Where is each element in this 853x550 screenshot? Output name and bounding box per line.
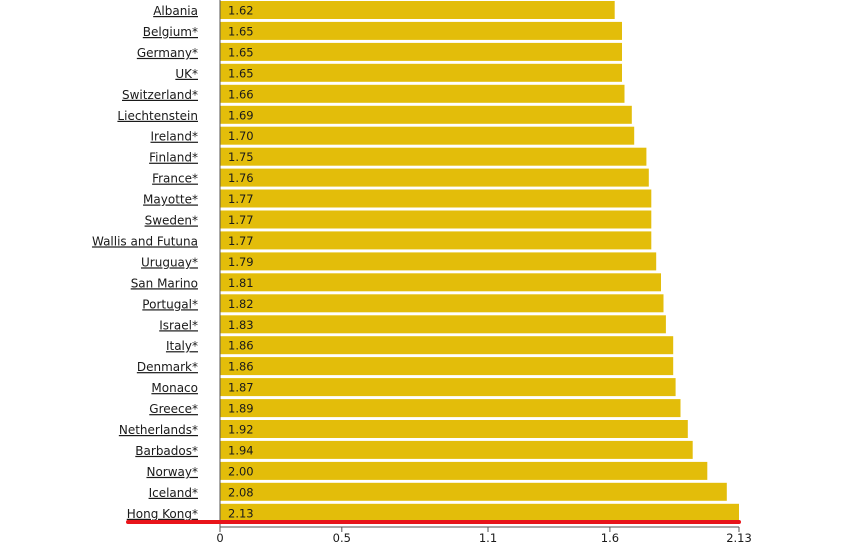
- x-tick-label: 2.13: [726, 531, 752, 545]
- bar: [220, 42, 622, 61]
- bar: [220, 231, 652, 250]
- category-labels: Albania Belgium* Germany* UK* Switzerland* L…: [92, 4, 198, 521]
- bars-group: [220, 1, 739, 522]
- category-label[interactable]: Netherlands*: [119, 423, 198, 437]
- category-label[interactable]: Finland*: [149, 151, 198, 165]
- bar: [220, 315, 666, 334]
- category-label[interactable]: Monaco: [151, 381, 198, 395]
- category-label[interactable]: Sweden*: [145, 214, 198, 228]
- bar: [220, 252, 657, 271]
- bar: [220, 84, 625, 103]
- value-label: 1.79: [228, 255, 254, 269]
- bar: [220, 63, 622, 82]
- value-label: 1.87: [228, 381, 254, 395]
- x-tick-label: 1.1: [479, 531, 497, 545]
- category-label[interactable]: Barbados*: [135, 444, 198, 458]
- bar: [220, 189, 652, 208]
- category-label[interactable]: Uruguay*: [141, 255, 198, 269]
- category-label[interactable]: Belgium*: [143, 25, 198, 39]
- category-label[interactable]: Albania: [153, 4, 198, 18]
- value-label: 1.82: [228, 297, 254, 311]
- x-tick-label: 0: [216, 531, 223, 545]
- bar: [220, 378, 676, 397]
- category-label[interactable]: Denmark*: [137, 360, 198, 374]
- category-label[interactable]: Mayotte*: [143, 193, 198, 207]
- category-label[interactable]: Switzerland*: [122, 88, 198, 102]
- value-label: 1.75: [228, 150, 254, 164]
- value-label: 1.65: [228, 66, 254, 80]
- value-label: 1.86: [228, 339, 254, 353]
- x-axis-ticks: 0 0.5 1.1 1.6 2.13: [216, 527, 752, 545]
- value-label: 1.86: [228, 360, 254, 374]
- category-label[interactable]: Ireland*: [150, 130, 198, 144]
- bar: [220, 357, 674, 376]
- value-label: 1.92: [228, 423, 254, 437]
- value-label: 1.89: [228, 402, 254, 416]
- value-labels: 1.62 1.65 1.65 1.65 1.66 1.69 1.70 1.75 1.76 1.77…: [228, 4, 254, 521]
- category-label[interactable]: Italy*: [166, 339, 198, 353]
- value-label: 2.13: [228, 506, 254, 520]
- bar: [220, 336, 674, 355]
- bar: [220, 294, 664, 313]
- bar: [220, 440, 693, 459]
- value-label: 2.08: [228, 485, 254, 499]
- bar: [220, 420, 688, 438]
- bar: [220, 168, 649, 187]
- category-label[interactable]: Liechtenstein: [117, 109, 198, 123]
- bar: [220, 21, 622, 40]
- bar: [220, 147, 647, 166]
- bar: [220, 105, 632, 124]
- category-label[interactable]: UK*: [175, 67, 198, 81]
- value-label: 1.94: [228, 443, 254, 457]
- category-label[interactable]: Israel*: [159, 318, 198, 332]
- value-label: 1.83: [228, 318, 254, 332]
- value-label: 1.69: [228, 108, 254, 122]
- value-label: 1.62: [228, 4, 254, 18]
- value-label: 1.65: [228, 45, 254, 59]
- category-label[interactable]: Greece*: [149, 402, 198, 416]
- category-label[interactable]: France*: [152, 172, 198, 186]
- value-label: 1.77: [228, 213, 254, 227]
- x-tick-label: 0.5: [333, 531, 351, 545]
- value-label: 1.66: [228, 87, 254, 101]
- bar: [220, 273, 661, 292]
- value-label: 1.65: [228, 25, 254, 39]
- category-label[interactable]: Germany*: [137, 46, 198, 60]
- bar: [220, 503, 739, 522]
- category-label[interactable]: Wallis and Futuna: [92, 234, 198, 248]
- value-label: 2.00: [228, 464, 254, 478]
- value-label: 1.77: [228, 234, 254, 248]
- bar: [220, 210, 652, 229]
- bar: [220, 1, 615, 19]
- bar: [220, 126, 635, 145]
- x-tick-label: 1.6: [601, 531, 619, 545]
- bar: [220, 461, 708, 480]
- bar: [220, 482, 727, 501]
- value-label: 1.77: [228, 192, 254, 206]
- value-label: 1.70: [228, 129, 254, 143]
- category-label[interactable]: Hong Kong*: [127, 507, 198, 521]
- category-label[interactable]: Iceland*: [149, 486, 198, 500]
- value-label: 1.81: [228, 276, 254, 290]
- category-label[interactable]: Portugal*: [142, 297, 198, 311]
- category-label[interactable]: San Marino: [131, 276, 198, 290]
- value-label: 1.76: [228, 171, 254, 185]
- bar: [220, 399, 681, 418]
- category-label[interactable]: Norway*: [146, 465, 198, 479]
